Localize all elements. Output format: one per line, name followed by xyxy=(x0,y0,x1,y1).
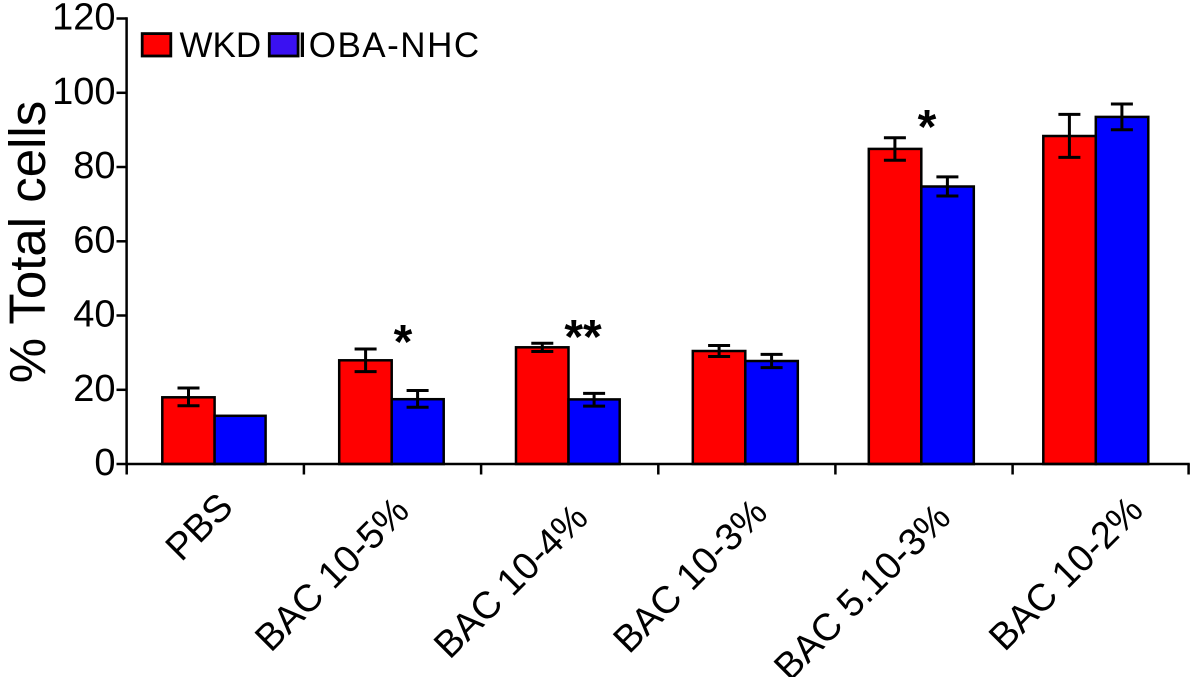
svg-text:WKD: WKD xyxy=(180,26,262,65)
svg-text:80: 80 xyxy=(73,145,115,187)
svg-text:60: 60 xyxy=(73,219,115,261)
svg-text:40: 40 xyxy=(73,294,115,336)
svg-text:IOBA-NHC: IOBA-NHC xyxy=(298,26,481,65)
svg-text:**: ** xyxy=(564,311,602,364)
svg-text:20: 20 xyxy=(73,368,115,410)
svg-text:120: 120 xyxy=(52,0,115,39)
svg-text:0: 0 xyxy=(94,442,115,484)
svg-text:*: * xyxy=(394,316,413,369)
svg-text:*: * xyxy=(918,101,937,154)
svg-text:% Total cells: % Total cells xyxy=(0,101,56,384)
svg-text:100: 100 xyxy=(52,71,115,113)
